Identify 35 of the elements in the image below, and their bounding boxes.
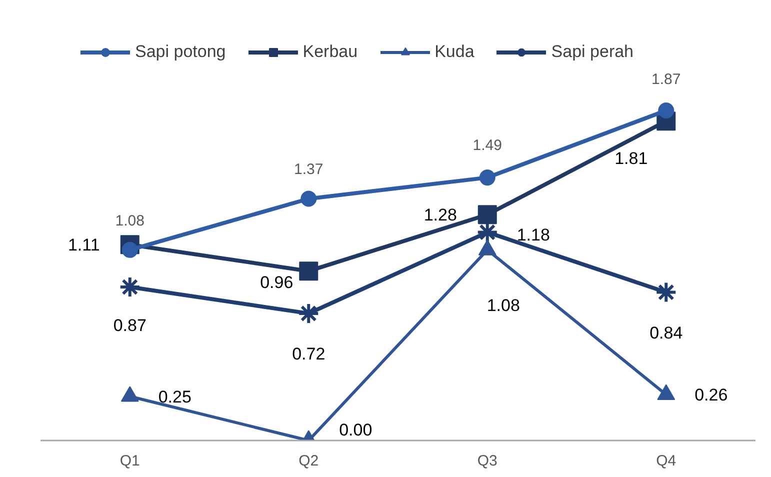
point (478, 205, 497, 224)
point (118, 276, 141, 298)
data-label: 0.96 (260, 273, 294, 292)
x-tick-label: Q4 (656, 452, 676, 470)
data-label: 1.18 (516, 225, 550, 244)
data-label: 0.26 (694, 386, 728, 405)
point (479, 170, 496, 186)
data-label: 0.00 (339, 420, 372, 440)
data-label: 1.81 (614, 149, 648, 168)
data-label: 1.11 (68, 236, 100, 255)
data-label: 1.49 (472, 137, 502, 154)
data-label: 1.37 (294, 161, 324, 178)
data-label: 0.72 (292, 344, 326, 364)
point (300, 190, 317, 207)
point (299, 262, 318, 281)
point (122, 242, 138, 258)
legend-label: Kuda (434, 42, 474, 62)
point (658, 102, 674, 118)
data-label: 1.28 (424, 206, 457, 225)
legend-label: Sapi potong (135, 42, 226, 62)
data-label: 1.08 (486, 296, 520, 315)
point (655, 281, 678, 304)
x-tick-label: Q2 (298, 452, 319, 470)
data-label: 1.87 (652, 71, 681, 88)
x-tick-label: Q3 (477, 452, 498, 470)
legend-label: Kerbau (302, 42, 358, 62)
data-label: 0.84 (650, 323, 683, 342)
point (657, 384, 676, 400)
data-label: 1.08 (115, 212, 144, 230)
x-tick-label: Q1 (120, 452, 140, 470)
data-label: 0.87 (113, 316, 146, 335)
point (120, 386, 139, 402)
legend-label: Sapi perah (551, 42, 634, 62)
point (298, 302, 320, 324)
data-label: 0.25 (158, 387, 192, 406)
